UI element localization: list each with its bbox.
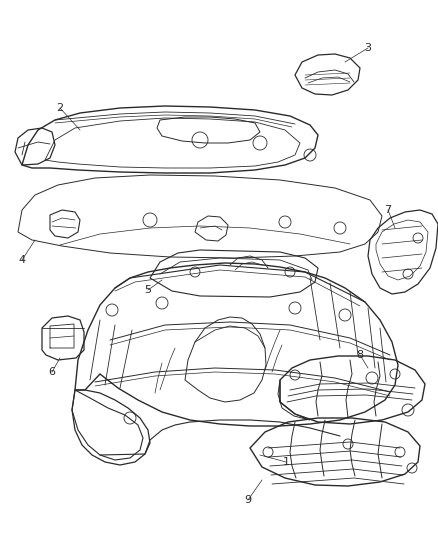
Text: 1: 1 <box>282 457 289 467</box>
Text: 6: 6 <box>48 367 55 377</box>
Text: 9: 9 <box>244 495 251 505</box>
Text: 5: 5 <box>144 285 151 295</box>
Text: 8: 8 <box>356 350 363 360</box>
Text: 7: 7 <box>384 205 391 215</box>
Text: 2: 2 <box>57 103 64 113</box>
Text: 3: 3 <box>364 43 371 53</box>
Text: 4: 4 <box>18 255 25 265</box>
